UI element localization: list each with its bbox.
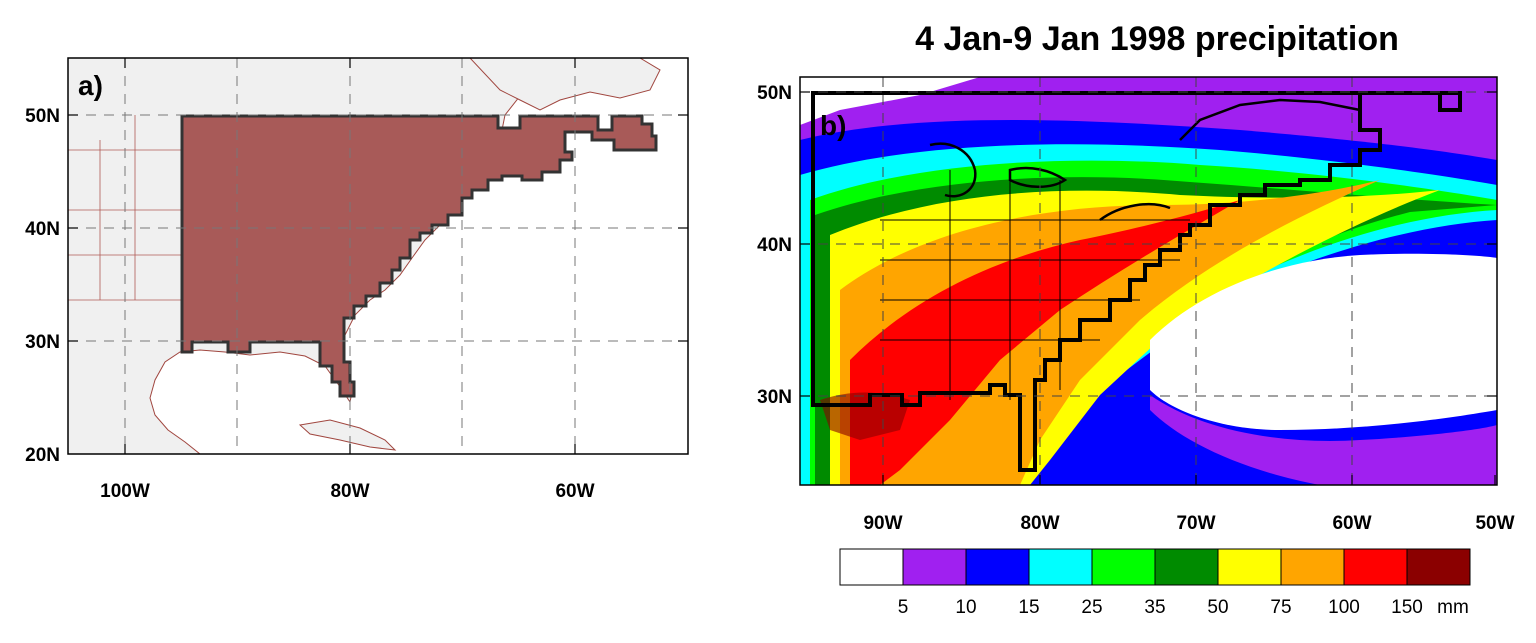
map-a-frame: [67, 57, 689, 455]
precip-map-svg: 4 Jan-9 Jan 1998 precipitation: [757, 20, 1514, 618]
map-b-gridlines: [800, 77, 1497, 485]
panel-a-label: a): [78, 70, 103, 101]
lon-label-100w-a: 100W: [100, 481, 150, 502]
colorbar-swatch: [1217, 548, 1282, 586]
lon-label-80w-b: 80W: [1020, 513, 1059, 534]
map-b-frame: [799, 76, 1498, 486]
colorbar-swatch: [965, 548, 1030, 586]
colorbar-label: 150: [1391, 597, 1423, 618]
lat-label-50n-b: 50N: [757, 83, 792, 104]
colorbar-label: 5: [898, 597, 909, 618]
map-a-land-cuba: [298, 419, 397, 451]
lon-label-80w-a: 80W: [330, 481, 369, 502]
panel-a-domain-map: a) 50N 40N 30N 20N 100W 80W 60W: [0, 0, 720, 520]
map-a-tickmarks: [68, 58, 688, 454]
lon-label-60w-b: 60W: [1332, 513, 1371, 534]
lon-label-50w-b: 50W: [1475, 513, 1514, 534]
map-b-domain-outline: [811, 91, 1462, 472]
map-a-land-northeast-canada: [469, 58, 661, 111]
colorbar-swatch: [1406, 548, 1471, 586]
panel-b-precip-map: 4 Jan-9 Jan 1998 precipitation: [720, 0, 1536, 638]
colorbar-swatch: [1154, 548, 1219, 586]
colorbar-label: 35: [1144, 597, 1165, 618]
lon-label-60w-a: 60W: [555, 481, 594, 502]
colorbar-label: 75: [1270, 597, 1291, 618]
lat-label-40n-b: 40N: [757, 235, 792, 256]
lat-label-30n-a: 30N: [25, 332, 60, 353]
colorbar-label: 100: [1328, 597, 1360, 618]
map-b-title: 4 Jan-9 Jan 1998 precipitation: [915, 20, 1399, 58]
colorbar-swatch: [1091, 548, 1156, 586]
colorbar-swatch: [1343, 548, 1408, 586]
lon-label-90w-b: 90W: [863, 513, 902, 534]
colorbar-label: 10: [955, 597, 976, 618]
lat-label-20n-a: 20N: [25, 445, 60, 466]
colorbar-label: 15: [1018, 597, 1039, 618]
colorbar-label: 25: [1081, 597, 1102, 618]
map-b-coastlines: [880, 98, 1361, 400]
lat-label-30n-b: 30N: [757, 387, 792, 408]
map-b-tickmarks: [800, 91, 1497, 485]
colorbar-swatch: [902, 548, 967, 586]
panel-b-label: b): [820, 110, 846, 141]
map-a-gridlines: [68, 58, 688, 454]
colorbar-swatch: [1028, 548, 1093, 586]
precip-colorbar: 5 10 15 25 35 50 75 100 150: [839, 548, 1471, 618]
lon-label-70w-b: 70W: [1176, 513, 1215, 534]
lat-label-40n-a: 40N: [25, 219, 60, 240]
lat-label-50n-a: 50N: [25, 106, 60, 127]
colorbar-label: 50: [1207, 597, 1228, 618]
domain-map-svg: a) 50N 40N 30N 20N 100W 80W 60W: [25, 57, 689, 502]
colorbar-units: mm: [1437, 597, 1469, 618]
precip-field: [800, 77, 1497, 485]
colorbar-swatch: [839, 548, 904, 586]
map-a-domain-region: [180, 114, 658, 398]
colorbar-swatch: [1280, 548, 1345, 586]
